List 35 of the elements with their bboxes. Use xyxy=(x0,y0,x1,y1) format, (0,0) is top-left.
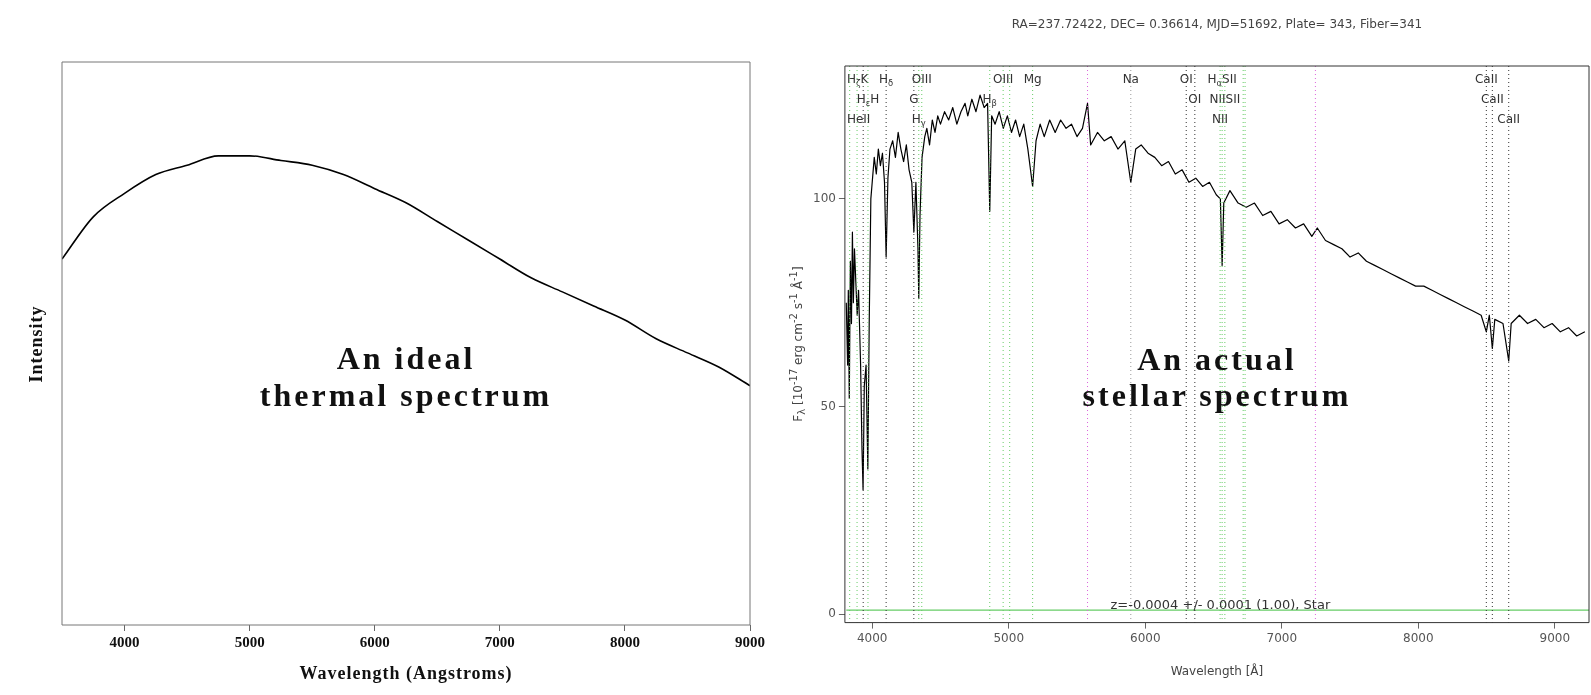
ref-line-label: NII xyxy=(1212,112,1229,127)
ref-line-label: G xyxy=(909,92,919,107)
ref-line-label: CaII xyxy=(1474,72,1498,87)
ref-line-label: OIII xyxy=(993,72,1014,87)
annotation: An ideal thermal spectrum xyxy=(259,340,553,415)
x-axis-title: Wavelength [Å] xyxy=(1170,663,1264,679)
x-tick-label: 8000 xyxy=(609,633,640,650)
annotation: An actual stellar spectrum xyxy=(1082,340,1352,415)
ref-line-label: CaII xyxy=(1480,92,1504,107)
x-tick-label: 5000 xyxy=(234,633,265,650)
x-tick-label: 8000 xyxy=(1403,630,1434,645)
y-axis-title: Intensity xyxy=(25,304,47,383)
x-tick-label: 6000 xyxy=(1130,630,1161,645)
x-tick-label: 7000 xyxy=(484,633,515,650)
ref-line-label: NIISII xyxy=(1209,92,1241,107)
x-tick-label: 9000 xyxy=(735,633,765,650)
annotation: z=-0.0004 +/- 0.0001 (1.00), Star xyxy=(1110,597,1331,613)
chart-title: RA=237.72422, DEC= 0.36614, MJD=51692, Plate= 343, Fiber=341 xyxy=(1011,17,1423,32)
x-tick-label: 9000 xyxy=(1539,630,1571,645)
x-tick-label: 4000 xyxy=(856,630,888,645)
ref-line-label: OI xyxy=(1188,92,1202,107)
ref-line-label: CaII xyxy=(1497,112,1521,127)
ref-line-label: Na xyxy=(1122,72,1139,87)
x-tick-label: 4000 xyxy=(109,633,140,650)
x-axis-title: Wavelength (Angstroms) xyxy=(299,663,513,684)
x-tick-label: 7000 xyxy=(1266,630,1298,645)
ref-line-label: HeII xyxy=(846,112,871,127)
y-tick-label: 50 xyxy=(820,398,836,413)
ref-line-label: OI xyxy=(1179,72,1193,87)
ref-line-label: Mg xyxy=(1023,72,1042,87)
y-tick-label: 0 xyxy=(828,606,836,621)
x-tick-label: 6000 xyxy=(359,633,390,650)
x-tick-label: 5000 xyxy=(993,630,1025,645)
y-tick-label: 100 xyxy=(813,191,836,206)
ref-line-label: OIII xyxy=(911,72,932,87)
